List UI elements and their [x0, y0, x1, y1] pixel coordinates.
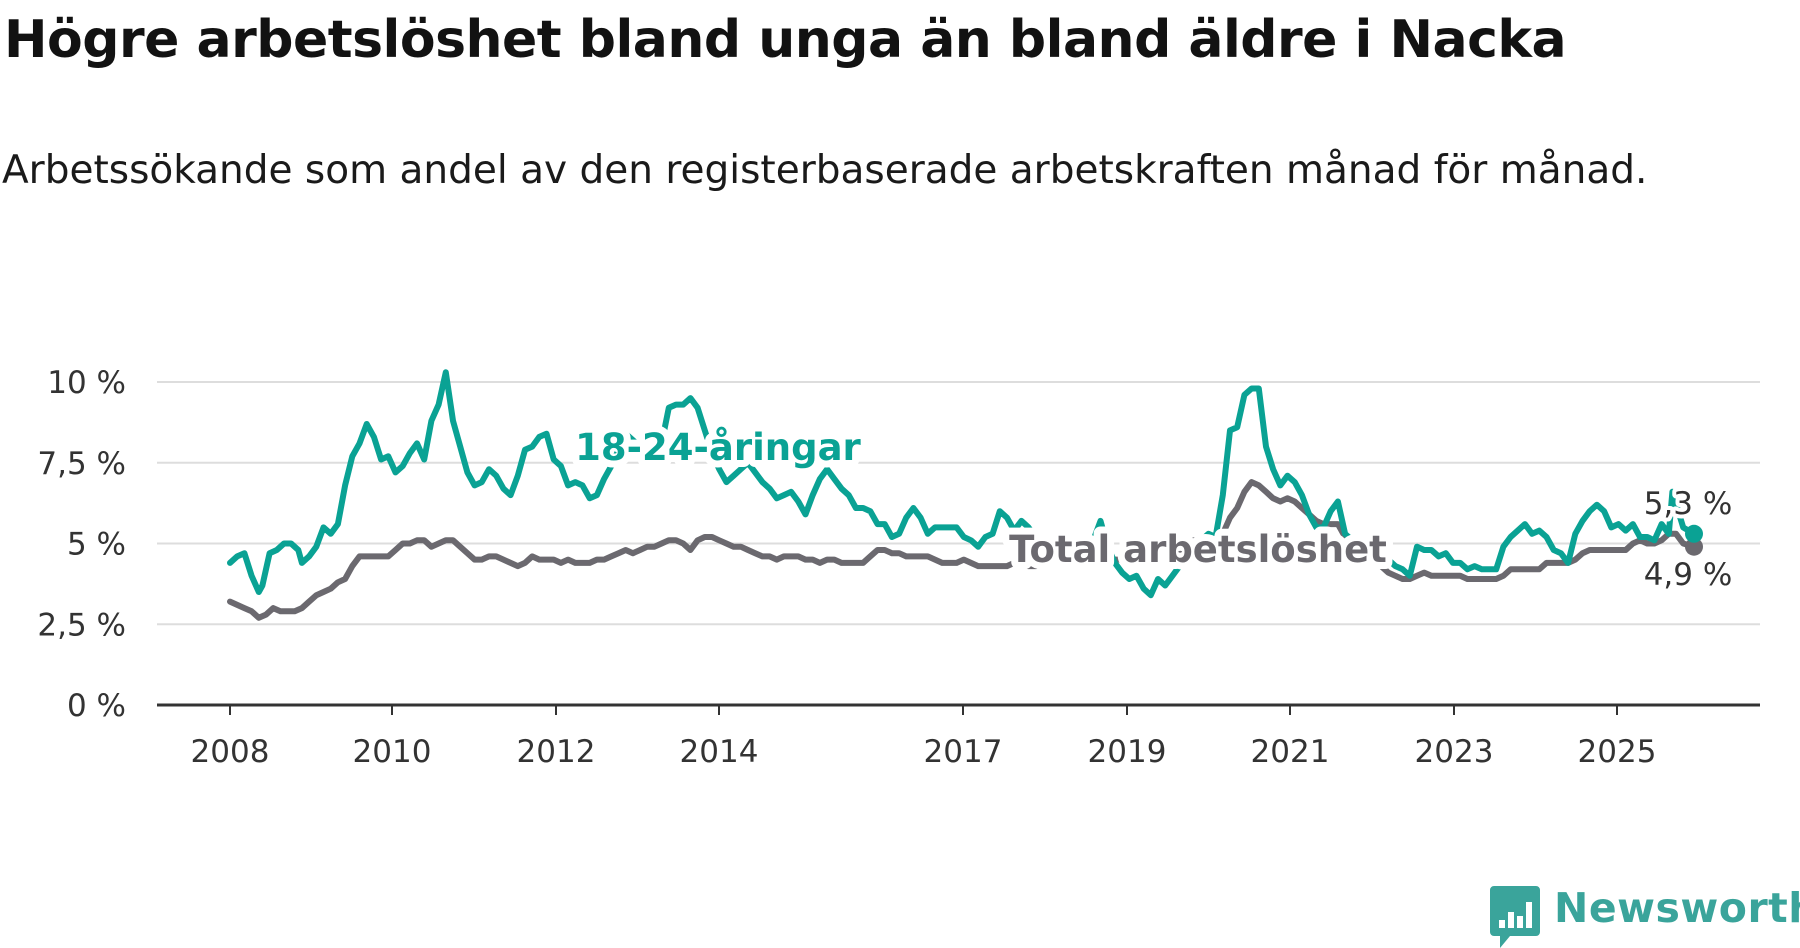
- y-tick-label: 0 %: [67, 688, 126, 724]
- series-label-youth: 18-24-åringar: [575, 426, 861, 469]
- newsworthy-logo: Newsworthy: [1490, 884, 1800, 948]
- series-line-total: [227, 479, 1697, 621]
- series-label-youth-halo: 18-24-åringar: [575, 426, 861, 469]
- newsworthy-chart-icon: [1490, 886, 1540, 948]
- x-tick-label: 2012: [517, 734, 596, 770]
- y-tick-label: 7,5 %: [37, 446, 126, 482]
- end-label-youth: 5,3 %: [1644, 486, 1733, 522]
- y-axis-tick-labels: 0 % 2,5 % 5 % 7,5 % 10 %: [37, 365, 126, 724]
- end-point-total: [1685, 537, 1703, 556]
- y-tick-label: 5 %: [67, 527, 126, 563]
- chart-subtitle: Arbetssökande som andel av den registerb…: [2, 148, 1648, 193]
- x-tick-label: 2008: [191, 734, 270, 770]
- end-point-youth: [1685, 524, 1703, 543]
- grid-lines: [157, 381, 1760, 626]
- end-label-total-halo: 4,9 %: [1644, 557, 1733, 593]
- x-axis: [157, 703, 1760, 715]
- series-label-total: Total arbetslöshet: [1009, 528, 1387, 571]
- x-tick-label: 2014: [680, 734, 759, 770]
- series-line-youth: [227, 369, 1697, 599]
- x-tick-label: 2017: [924, 734, 1003, 770]
- end-label-total: 4,9 %: [1644, 557, 1733, 593]
- chart-title: Högre arbetslöshet bland unga än bland ä…: [4, 10, 1567, 70]
- x-tick-label: 2023: [1415, 734, 1494, 770]
- x-axis-tick-labels: 2008 2010 2012 2014 2017 2019 2021 2023 2025: [191, 734, 1657, 770]
- x-tick-label: 2021: [1251, 734, 1330, 770]
- x-tick-label: 2010: [353, 734, 432, 770]
- end-label-youth-halo: 5,3 %: [1644, 486, 1733, 522]
- y-tick-label: 2,5 %: [37, 607, 126, 643]
- x-tick-label: 2025: [1578, 734, 1657, 770]
- brand-name: Newsworthy: [1554, 884, 1800, 932]
- y-tick-label: 10 %: [47, 365, 126, 401]
- series-label-total-halo: Total arbetslöshet: [1009, 528, 1387, 571]
- x-tick-label: 2019: [1088, 734, 1167, 770]
- series-lines: [227, 369, 1703, 621]
